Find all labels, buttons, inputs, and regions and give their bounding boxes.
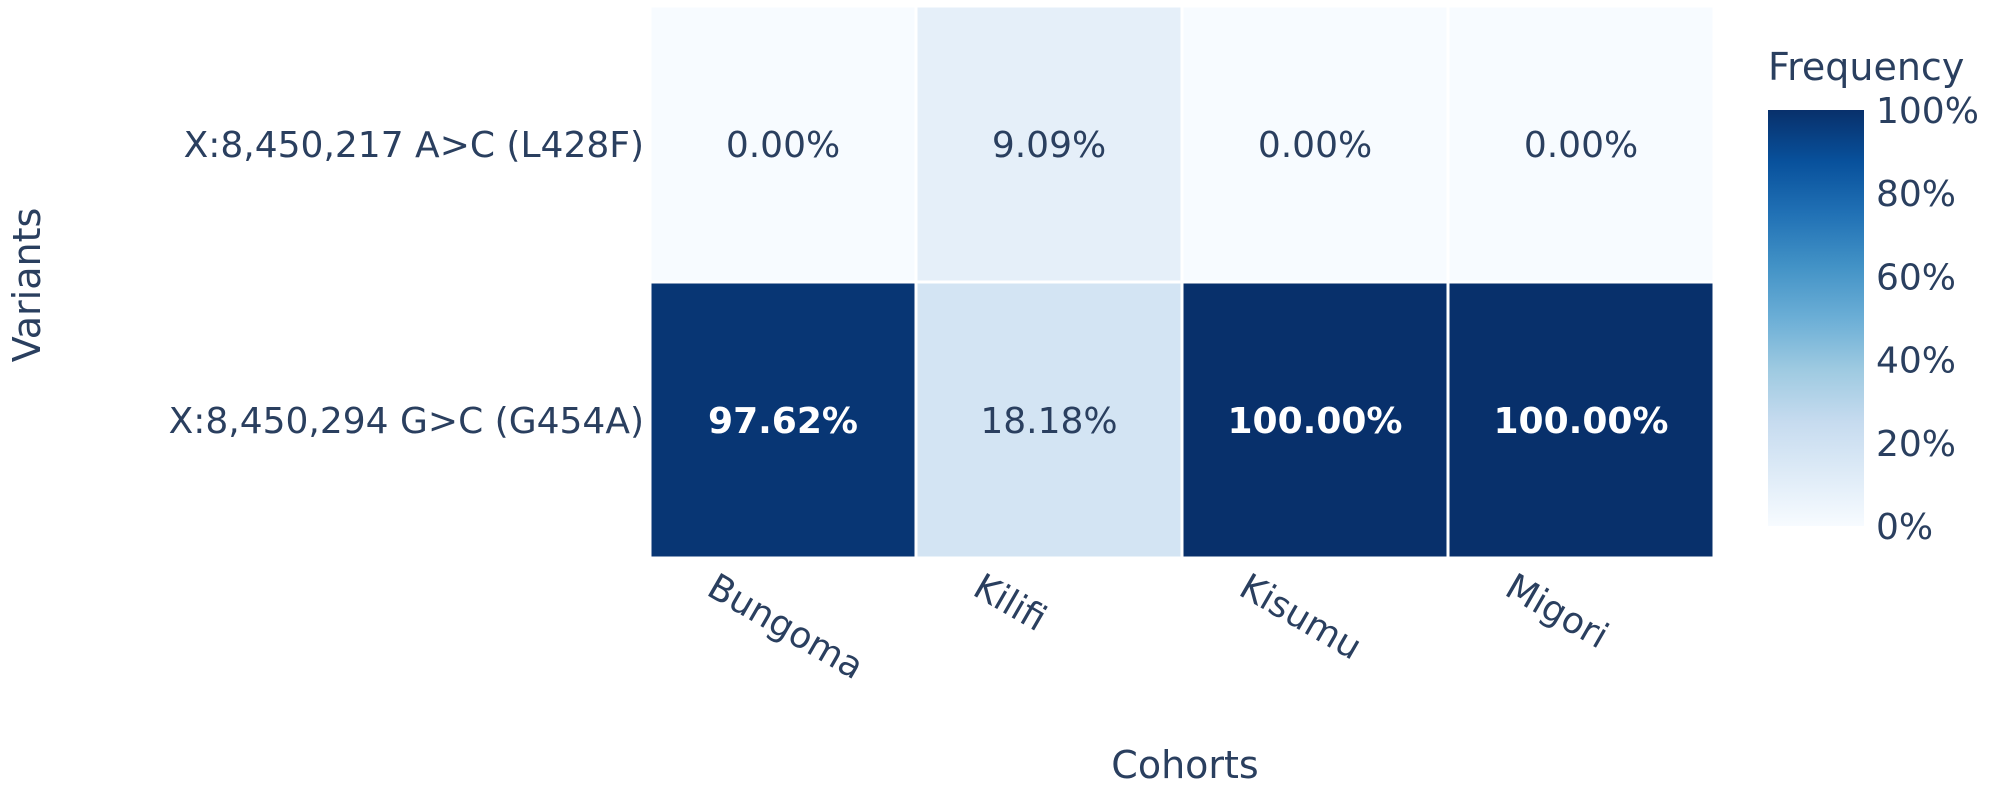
colorbar-tick-label: 20% (1876, 424, 1956, 465)
y-tick-label: X:8,450,217 A>C (L428F) (184, 125, 644, 166)
cell-value-label: 0.00% (726, 125, 840, 166)
x-tick-label: Kilifi (967, 566, 1054, 640)
heatmap-cell (1449, 283, 1713, 557)
cell-value-label: 9.09% (992, 125, 1106, 166)
colorbar-tick-label: 100% (1876, 91, 1979, 132)
heatmap-cell (1183, 7, 1447, 281)
colorbar: Frequency 0% 20% 40% 60% 80% 100% (1768, 45, 1979, 548)
x-tick-label: Migori (1499, 566, 1615, 657)
heatmap-cell (1183, 283, 1447, 557)
cell-value-label: 100.00% (1228, 401, 1403, 442)
y-axis-tick-labels: X:8,450,217 A>C (L428F) X:8,450,294 G>C (… (169, 125, 644, 442)
cell-value-label: 0.00% (1524, 125, 1638, 166)
cell-value-label: 18.18% (980, 401, 1117, 442)
x-tick-label: Bungoma (701, 566, 871, 688)
heatmap-cell (917, 283, 1181, 557)
x-tick-label: Kisumu (1233, 566, 1369, 668)
heatmap-cell (651, 283, 915, 557)
cell-value-label: 97.62% (708, 401, 858, 442)
heatmap-cells (651, 7, 1713, 557)
colorbar-tick-label: 0% (1876, 507, 1933, 548)
heatmap-cell-labels: 0.00% 9.09% 0.00% 0.00% 97.62% 18.18% 100.00% 1… (708, 125, 1668, 442)
colorbar-tick-label: 40% (1876, 341, 1956, 382)
colorbar-tick-labels: 0% 20% 40% 60% 80% 100% (1876, 91, 1979, 548)
heatmap-cell (917, 7, 1181, 281)
x-axis-title: Cohorts (1111, 743, 1258, 787)
heatmap-cell (651, 7, 915, 281)
heatmap-cell (1449, 7, 1713, 281)
y-axis-title: Variants (5, 208, 49, 363)
colorbar-tick-label: 80% (1876, 174, 1956, 215)
colorbar-title: Frequency (1768, 45, 1964, 89)
x-axis-tick-labels: Bungoma Kilifi Kisumu Migori (701, 566, 1615, 688)
colorbar-gradient (1768, 110, 1864, 526)
cell-value-label: 0.00% (1258, 125, 1372, 166)
y-tick-label: X:8,450,294 G>C (G454A) (169, 401, 644, 442)
cell-value-label: 100.00% (1494, 401, 1669, 442)
colorbar-tick-label: 60% (1876, 257, 1956, 298)
